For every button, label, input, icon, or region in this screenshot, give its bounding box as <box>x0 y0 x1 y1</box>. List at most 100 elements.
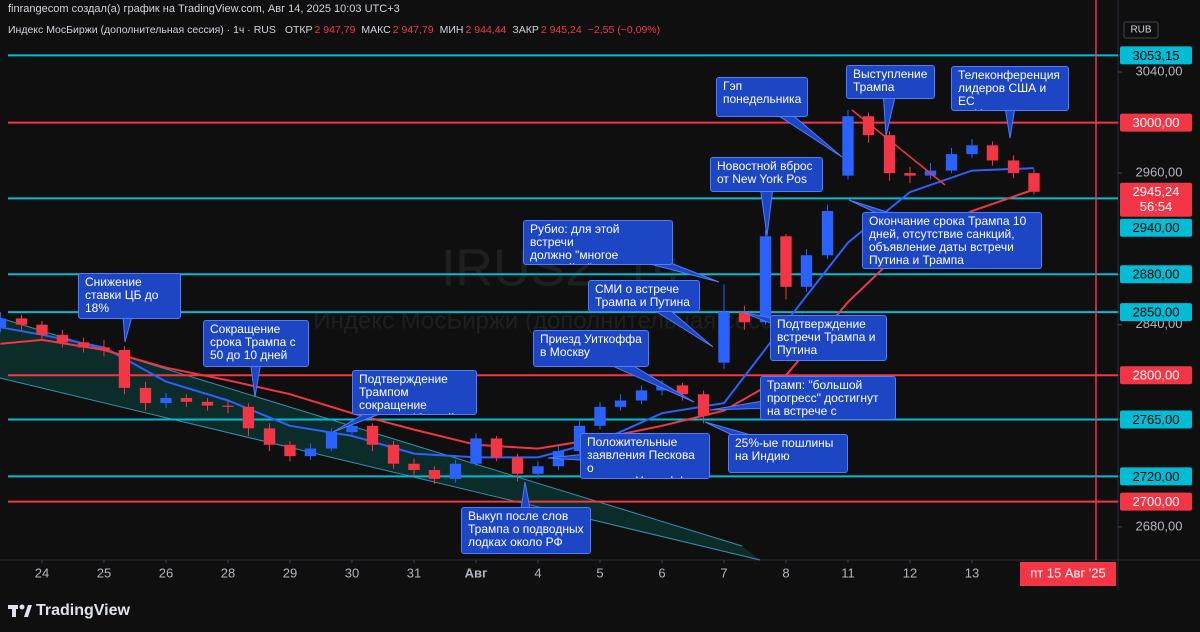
callout: Положительные заявления Пескова о приезд… <box>580 433 710 479</box>
callout: Подтверждение встречи Трампа и Путина <box>770 315 887 361</box>
candle-body <box>346 425 358 433</box>
trend-line <box>851 109 946 186</box>
candle-body <box>821 211 834 256</box>
x-tick-label: 26 <box>159 565 173 580</box>
callout: Подтверждение Трампом сокращение срока д… <box>352 370 477 415</box>
candle-body <box>635 390 648 401</box>
date-cursor-box <box>1019 562 1116 586</box>
level-label: 2700,00 <box>1133 494 1180 509</box>
x-tick-label: 6 <box>658 565 665 580</box>
x-tick-label: 13 <box>965 565 979 580</box>
countdown: 56:54 <box>1140 199 1173 214</box>
x-tick-label: 12 <box>903 565 917 580</box>
candle-body <box>470 438 482 464</box>
candle-body <box>1028 173 1040 192</box>
candle-body <box>842 116 854 176</box>
candle-body <box>180 398 193 402</box>
x-tick-label: 30 <box>345 565 359 580</box>
level-label-box <box>1120 410 1192 429</box>
candle-body <box>966 145 978 155</box>
candle-body <box>449 463 462 479</box>
level-label-box <box>1120 113 1192 132</box>
callout: СМИ о встрече Трампа и Путина <box>588 280 700 312</box>
ohlc-label: ЗАКР <box>512 24 539 36</box>
level-label: 2720,00 <box>1133 469 1180 484</box>
candle-body <box>56 334 69 343</box>
x-tick-label: 29 <box>283 565 297 580</box>
candle-body <box>222 405 234 407</box>
callout: Приезд Уиткоффа в Москву <box>533 330 649 367</box>
candle-body <box>738 312 751 323</box>
level-label-box <box>1120 218 1192 237</box>
candle-body <box>0 318 7 328</box>
candle-body <box>366 425 379 445</box>
level-label-box <box>1120 467 1192 486</box>
level-label-box <box>1120 265 1192 284</box>
channel-line <box>0 377 761 561</box>
candle-body <box>490 438 503 458</box>
x-tick-label: 5 <box>596 565 603 580</box>
candle-body <box>904 173 916 176</box>
candle-body <box>242 406 255 429</box>
credit: finrangecom создал(а) график на TradingV… <box>8 3 400 15</box>
currency: RUB <box>1130 25 1151 36</box>
callout: Гэп понедельника <box>716 77 808 117</box>
x-tick-label: 8 <box>782 565 789 580</box>
ohlc-label: МИН <box>439 24 464 36</box>
price-axis-panel <box>1118 0 1200 590</box>
candle-body <box>428 470 441 479</box>
candle-body <box>800 255 813 287</box>
callout: Выступление Трампа <box>846 65 935 99</box>
level-label: 2940,00 <box>1133 220 1180 235</box>
candle-body <box>862 116 875 136</box>
callout: Телеконференция лидеров США и ЕС по Укра… <box>951 66 1069 111</box>
y-tick-label: 2960,00 <box>1136 165 1183 180</box>
moving-average <box>0 188 1035 450</box>
ohlc-label: МАКС <box>361 24 391 36</box>
level-label-box <box>1120 366 1192 385</box>
candle-body <box>118 350 131 388</box>
candle-body <box>408 463 420 471</box>
level-label: 2880,00 <box>1133 267 1180 282</box>
candle-body <box>883 135 896 174</box>
candle-body <box>718 312 730 363</box>
symbol-line: Индекс МосБиржи (дополнительная сессия) … <box>8 24 662 36</box>
last-price-label: 2945,24 <box>1133 184 1180 199</box>
x-tick-label: 24 <box>35 565 49 580</box>
symbol: Индекс МосБиржи (дополнительная сессия) … <box>8 24 276 36</box>
callout: Сокращение срока Трампа с 50 до 10 дней <box>203 320 309 367</box>
x-tick-label: 11 <box>841 565 855 580</box>
candle-body <box>201 401 214 406</box>
candle-body <box>780 236 792 287</box>
candle-body <box>15 318 28 325</box>
x-tick-label: 25 <box>97 565 111 580</box>
ohlc-value: 2 944,44 <box>465 24 507 36</box>
candle-body <box>759 236 772 323</box>
candle-body <box>98 347 110 350</box>
level-label: 2765,00 <box>1133 412 1180 427</box>
candle-body <box>36 324 48 335</box>
ohlc-label: ОТКР <box>284 24 313 36</box>
date-cursor-label: пт 15 Авг '25 <box>1030 565 1106 580</box>
level-label: 3053,15 <box>1133 48 1180 63</box>
ohlc-value: 2 947,79 <box>314 24 356 36</box>
x-tick-label: 31 <box>407 565 421 580</box>
candle-body <box>304 448 317 457</box>
candle-body <box>511 457 524 474</box>
ohlc-value: 2 945,24 <box>540 24 582 36</box>
callout: 25%-ые пошлины на Индию <box>728 434 848 473</box>
x-tick-label: 4 <box>534 565 541 580</box>
change: −2,55 (−0,09%) <box>587 24 661 36</box>
channel-fill <box>0 318 760 560</box>
candle-body <box>387 444 400 464</box>
callout: Новостной вброс от New York Pos <box>710 157 823 192</box>
candle-body <box>532 466 544 474</box>
logo: TradingView <box>36 602 130 619</box>
x-tick-label: 28 <box>221 565 235 580</box>
candle-body <box>614 400 627 407</box>
candle-body <box>1007 160 1020 174</box>
callout: Снижение ставки ЦБ до 18% <box>78 273 181 319</box>
x-tick-label: 7 <box>720 565 727 580</box>
level-label-box <box>1120 46 1192 65</box>
